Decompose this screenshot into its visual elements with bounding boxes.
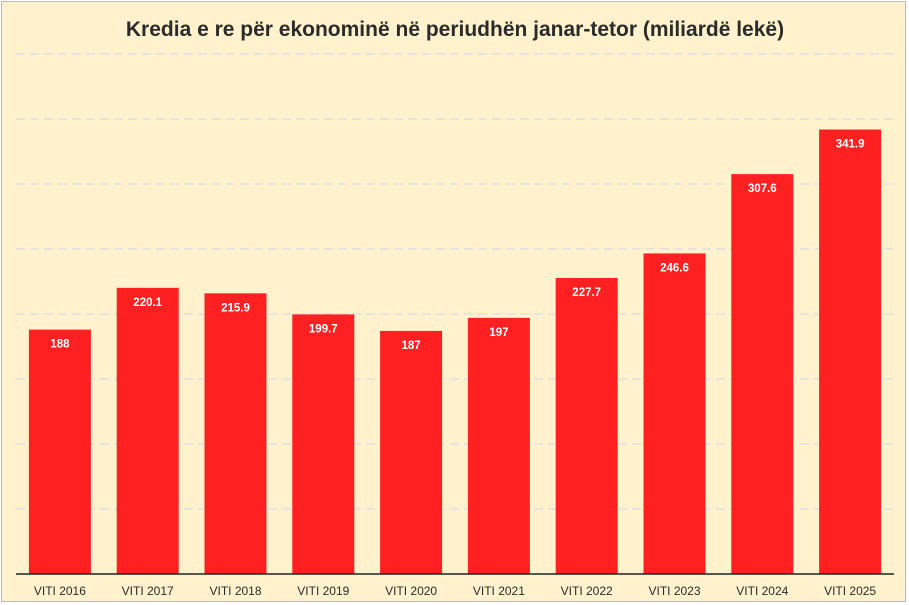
bar-1 xyxy=(116,287,179,574)
category-label-9: VITI 2025 xyxy=(824,584,876,598)
value-label-1: 220.1 xyxy=(133,297,162,309)
bar-2 xyxy=(204,293,267,574)
bar-9 xyxy=(819,129,882,574)
value-label-8: 307.6 xyxy=(748,183,777,195)
bars: 188 220.1 215.9 199.7 187 197 227.7 246.6 307.6 3… xyxy=(28,129,882,575)
category-label-6: VITI 2022 xyxy=(561,584,613,598)
chart-title: Kredia e re për ekonominë në periudhën j… xyxy=(126,18,784,41)
value-label-4: 187 xyxy=(402,340,421,352)
bar-0 xyxy=(28,329,91,574)
category-labels: VITI 2016 VITI 2017 VITI 2018 VITI 2019 VITI… xyxy=(34,584,877,598)
value-label-3: 199.7 xyxy=(309,323,338,335)
category-label-7: VITI 2023 xyxy=(648,584,700,598)
value-label-0: 188 xyxy=(50,339,70,351)
category-label-0: VITI 2016 xyxy=(34,584,86,598)
bar-3 xyxy=(292,314,355,574)
category-label-5: VITI 2021 xyxy=(473,584,525,598)
bar-4 xyxy=(380,330,443,574)
value-label-6: 227.7 xyxy=(572,287,601,299)
bar-7 xyxy=(643,253,706,575)
bar-6 xyxy=(555,277,618,574)
category-label-3: VITI 2019 xyxy=(297,584,349,598)
bar-8 xyxy=(731,174,794,574)
category-label-8: VITI 2024 xyxy=(736,584,788,598)
category-label-1: VITI 2017 xyxy=(122,584,174,598)
category-label-2: VITI 2018 xyxy=(209,584,261,598)
value-label-5: 197 xyxy=(489,327,508,339)
bar-5 xyxy=(467,317,530,574)
value-label-7: 246.6 xyxy=(660,262,689,274)
category-label-4: VITI 2020 xyxy=(385,584,437,598)
value-label-2: 215.9 xyxy=(221,302,250,314)
value-label-9: 341.9 xyxy=(836,139,865,151)
